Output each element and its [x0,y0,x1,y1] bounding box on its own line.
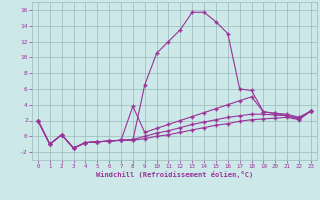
X-axis label: Windchill (Refroidissement éolien,°C): Windchill (Refroidissement éolien,°C) [96,171,253,178]
